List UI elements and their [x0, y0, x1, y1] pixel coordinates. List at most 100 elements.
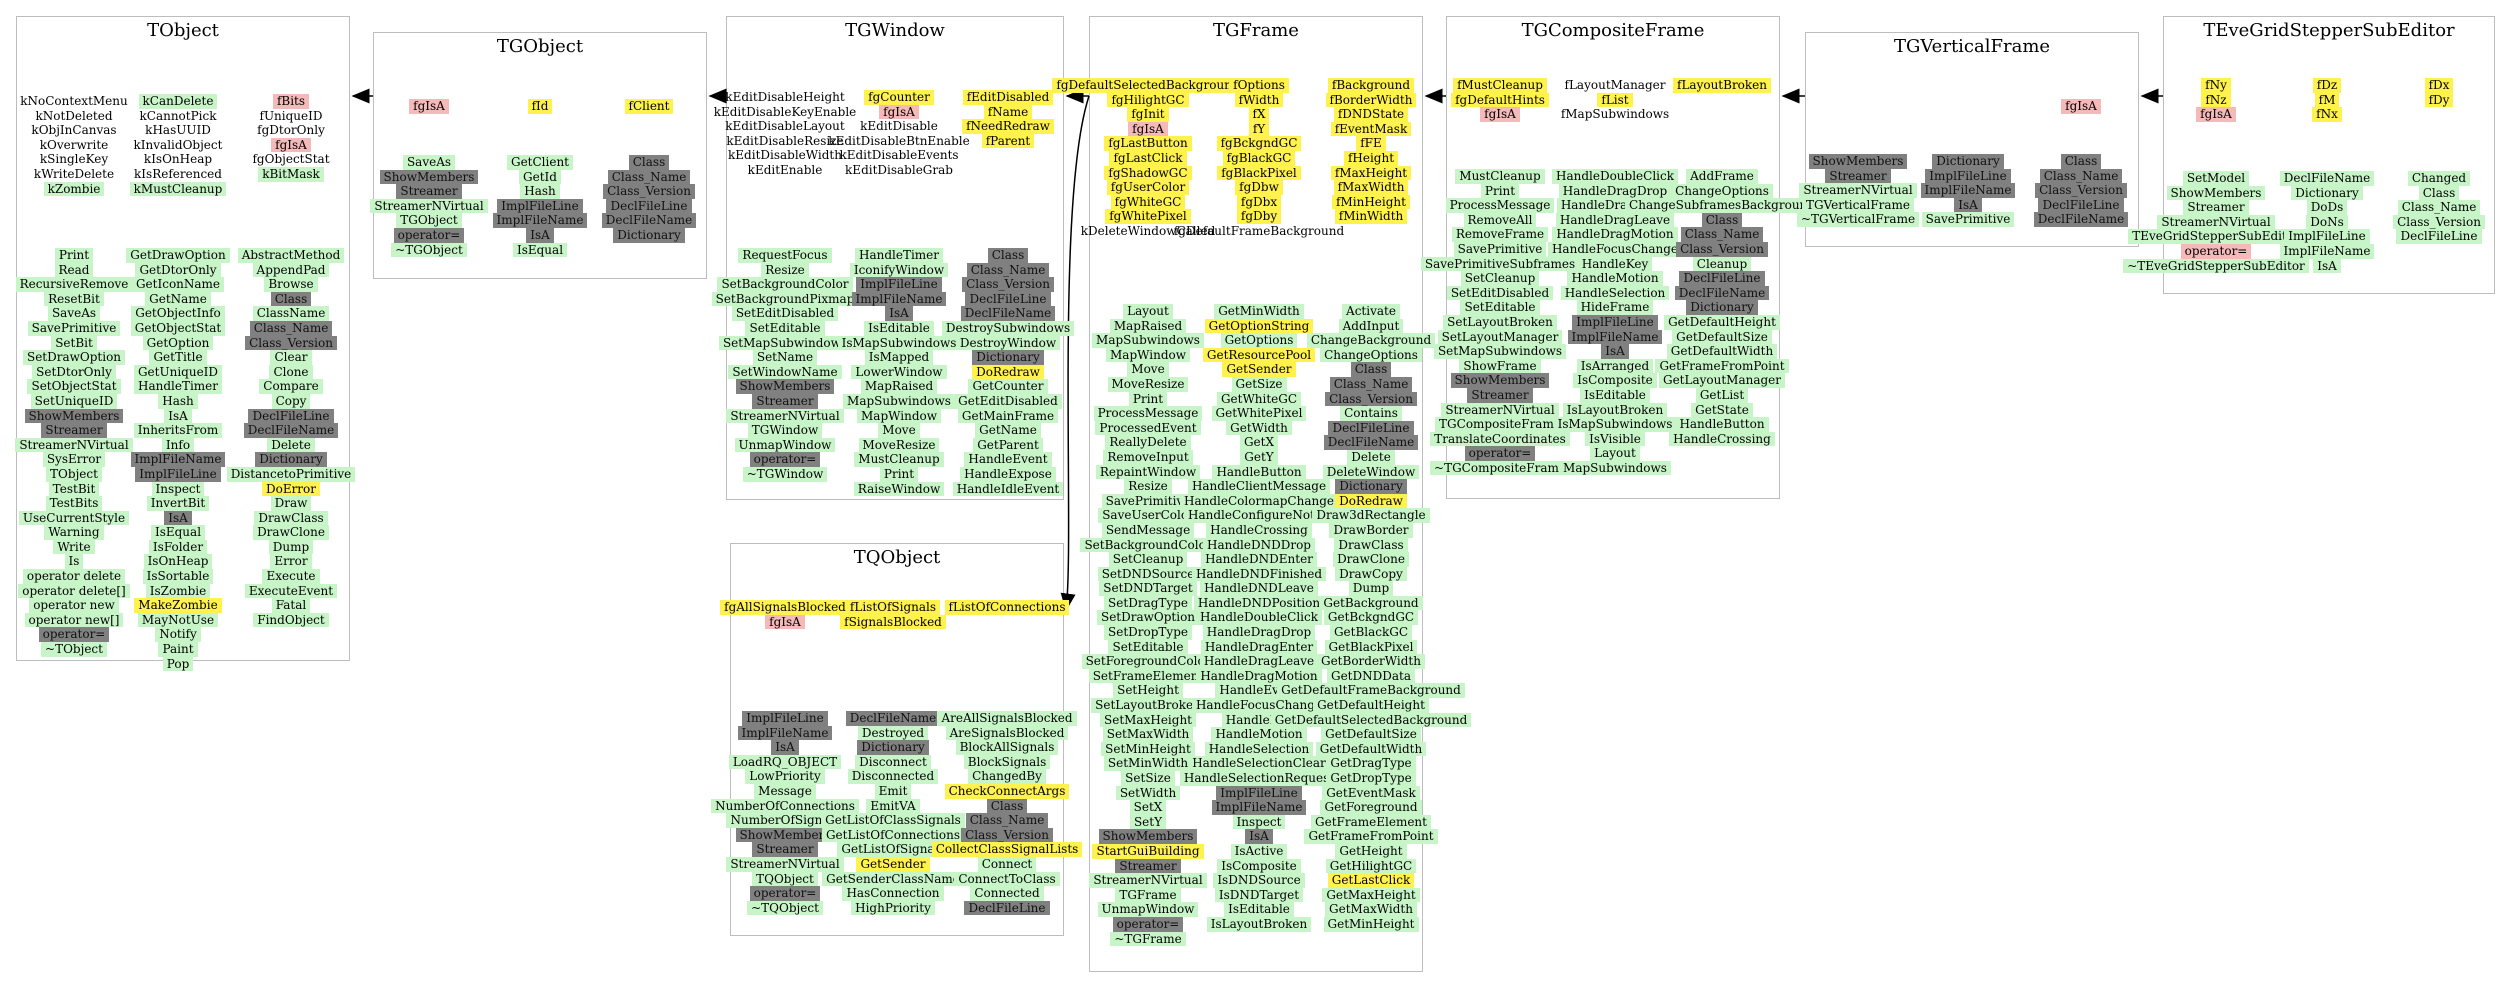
member-method: Info [161, 437, 195, 453]
member-method: DeclFileLine [1328, 420, 1414, 436]
member-method: GetSize [1231, 376, 1287, 392]
member-method: IsDNDTarget [1214, 887, 1304, 903]
member-method: GetParent [973, 437, 1043, 453]
member-attribute: kObjInCanvas [31, 123, 117, 138]
member-attribute: fgUserColor [1106, 180, 1190, 195]
member-method: GetHilightGC [1325, 858, 1417, 874]
method-column: Class Class_Name Class_Version DeclFileLine… [569, 155, 729, 243]
member-attribute: fParent [981, 133, 1035, 149]
member-method: HandleDNDFinished [1191, 566, 1327, 582]
member-method: AreSignalsBlocked [945, 725, 1069, 741]
member-method: GetOption [142, 335, 214, 351]
member-method: HandleDragDrop [1558, 183, 1672, 199]
member-attribute: fEditDisabled [962, 90, 1054, 105]
member-attribute: fgDbw [1235, 180, 1283, 195]
member-attribute: fLayoutBroken [1673, 78, 1771, 93]
member-method: DestroySubwindows [941, 320, 1075, 336]
member-method: SysError [42, 452, 106, 467]
member-method: MustCleanup [1455, 169, 1545, 184]
member-method: DrawClass [254, 510, 328, 526]
method-column: SetModel ShowMembers Streamer StreamerNVirt… [2123, 171, 2309, 274]
member-method: GetWhiteGC [1216, 391, 1302, 407]
method-column: MustCleanup Print ProcessMessage RemoveAll R… [1420, 169, 1580, 476]
member-method: DeclFileName [960, 306, 1056, 321]
class-title: TGWindow [845, 20, 945, 41]
member-method: Dictionary [1686, 300, 1758, 315]
member-method: DeclFileLine [964, 900, 1050, 916]
member-method: ImplFileName [130, 452, 226, 467]
member-attribute: fgBlackPixel [1217, 165, 1301, 181]
member-method: IsMapSubwindows [1553, 417, 1677, 432]
member-method: IsA [2313, 258, 2341, 274]
member-method: SetDrawOption [22, 350, 126, 365]
member-method: IsVisible [1585, 431, 1645, 447]
member-method: IsFolder [148, 539, 208, 555]
member-method: IsArranged [1576, 358, 1654, 374]
method-column: ImplFileLine ImplFileName IsA LoadRQ_OBJECT… [705, 711, 865, 916]
member-method: SetEditDisabled [1446, 285, 1554, 301]
member-method: IsA [885, 306, 913, 321]
member-method: GetTitle [149, 350, 207, 365]
member-method: Class_Version [962, 277, 1054, 292]
method-column: Dictionary ImplFileLine ImplFileName IsA Sav… [1888, 154, 2048, 227]
member-method: InheritsFrom [133, 423, 223, 438]
member-method: Is [64, 554, 84, 570]
member-method: GetListOfSignals [837, 842, 949, 857]
member-method: TQObject [752, 871, 818, 887]
member-method: HandleDragMotion [1196, 668, 1322, 684]
member-method: HandleExpose [960, 466, 1056, 482]
member-attribute: fMaxHeight [1330, 165, 1412, 181]
member-method: Class_Name [966, 262, 1050, 278]
member-method: GetSender [856, 856, 930, 872]
member-method: RequestFocus [738, 248, 832, 263]
class-title: TGFrame [1213, 20, 1299, 41]
member-method: SetForegroundColor [1081, 654, 1215, 669]
member-method: GetName [975, 423, 1041, 438]
member-method: Read [54, 262, 94, 278]
member-method: GetMinWidth [1214, 304, 1304, 319]
member-attribute: kCanDelete [138, 94, 218, 109]
member-method: HandleColormapChange [1180, 493, 1338, 509]
member-attribute: fgWhiteGC [1110, 194, 1186, 210]
member-method: StreamerNVirtual [1799, 183, 1917, 198]
member-attribute: fgWhitePixel [1105, 209, 1191, 224]
member-attribute: fgHilightGC [1107, 92, 1189, 108]
member-attribute: fgLastButton [1104, 136, 1192, 151]
member-method: IsEqual [150, 525, 206, 540]
member-method: StreamerNVirtual [726, 856, 844, 872]
member-attribute: kCannotPick [139, 108, 217, 123]
member-method: DeclFileName [601, 213, 697, 228]
member-method: SetDNDTarget [1099, 581, 1197, 596]
member-method: DeclFileLine [606, 198, 692, 214]
member-method: SetEditable [1460, 300, 1540, 315]
member-attribute: kIsReferenced [134, 166, 222, 181]
member-method: SavePrimitive [1921, 212, 2015, 227]
member-method: ImplFileLine [497, 198, 583, 214]
member-method: ChangedBy [968, 769, 1046, 784]
member-method: Write [53, 539, 95, 555]
member-method: HandleTimer [133, 379, 223, 394]
member-method: Notify [155, 627, 201, 643]
member-method: ShowMembers [2166, 185, 2266, 201]
member-method: Inspect [151, 481, 205, 497]
member-method: IsA [1245, 829, 1273, 844]
member-method: GetFrameElement [1311, 814, 1431, 830]
member-method: DrawClass [1334, 537, 1408, 553]
member-method: HandleDNDEnter [1201, 552, 1317, 567]
member-attribute: fNx [2312, 107, 2342, 122]
member-method: Activate [1342, 304, 1400, 319]
member-method: GetDrawOption [126, 248, 230, 263]
attribute-column: fDx fDy [2359, 78, 2509, 108]
member-attribute: fMapSubwindows [1560, 107, 1670, 122]
member-attribute: fHeight [1343, 150, 1399, 166]
member-attribute: fgDtorOnly [257, 123, 325, 138]
member-method: HandleCrossing [1669, 431, 1775, 447]
member-method: GetMaxWidth [1325, 902, 1417, 917]
method-column: ShowMembers Streamer StreamerNVirtual TGVer… [1778, 154, 1938, 227]
member-method: HandleDragDrop [1202, 625, 1316, 640]
member-method: HandleDragLeave [1199, 654, 1319, 669]
member-method: IsEditable [1224, 902, 1294, 917]
member-method: ConnectToClass [954, 871, 1060, 887]
member-method: IsOnHeap [143, 554, 213, 570]
member-method: SetDtorOnly [32, 364, 116, 380]
